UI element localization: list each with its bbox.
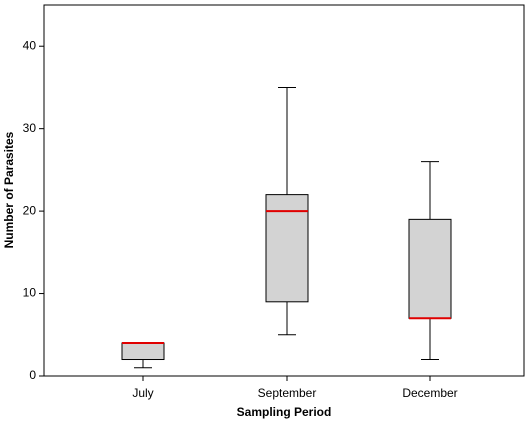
x-tick-label: September (258, 386, 317, 400)
y-tick-label: 10 (23, 286, 37, 300)
y-tick-label: 0 (29, 368, 36, 382)
x-tick-label: December (402, 386, 457, 400)
x-tick-label: July (132, 386, 153, 400)
box (121, 342, 165, 361)
y-tick-label: 30 (23, 121, 37, 135)
plot-frame (43, 4, 525, 377)
x-axis-title: Sampling Period (237, 405, 332, 419)
y-axis-title: Number of Parasites (2, 131, 16, 248)
y-tick-label: 40 (23, 38, 37, 52)
y-tick-label: 20 (23, 203, 37, 217)
box (408, 218, 452, 319)
box (265, 194, 309, 303)
